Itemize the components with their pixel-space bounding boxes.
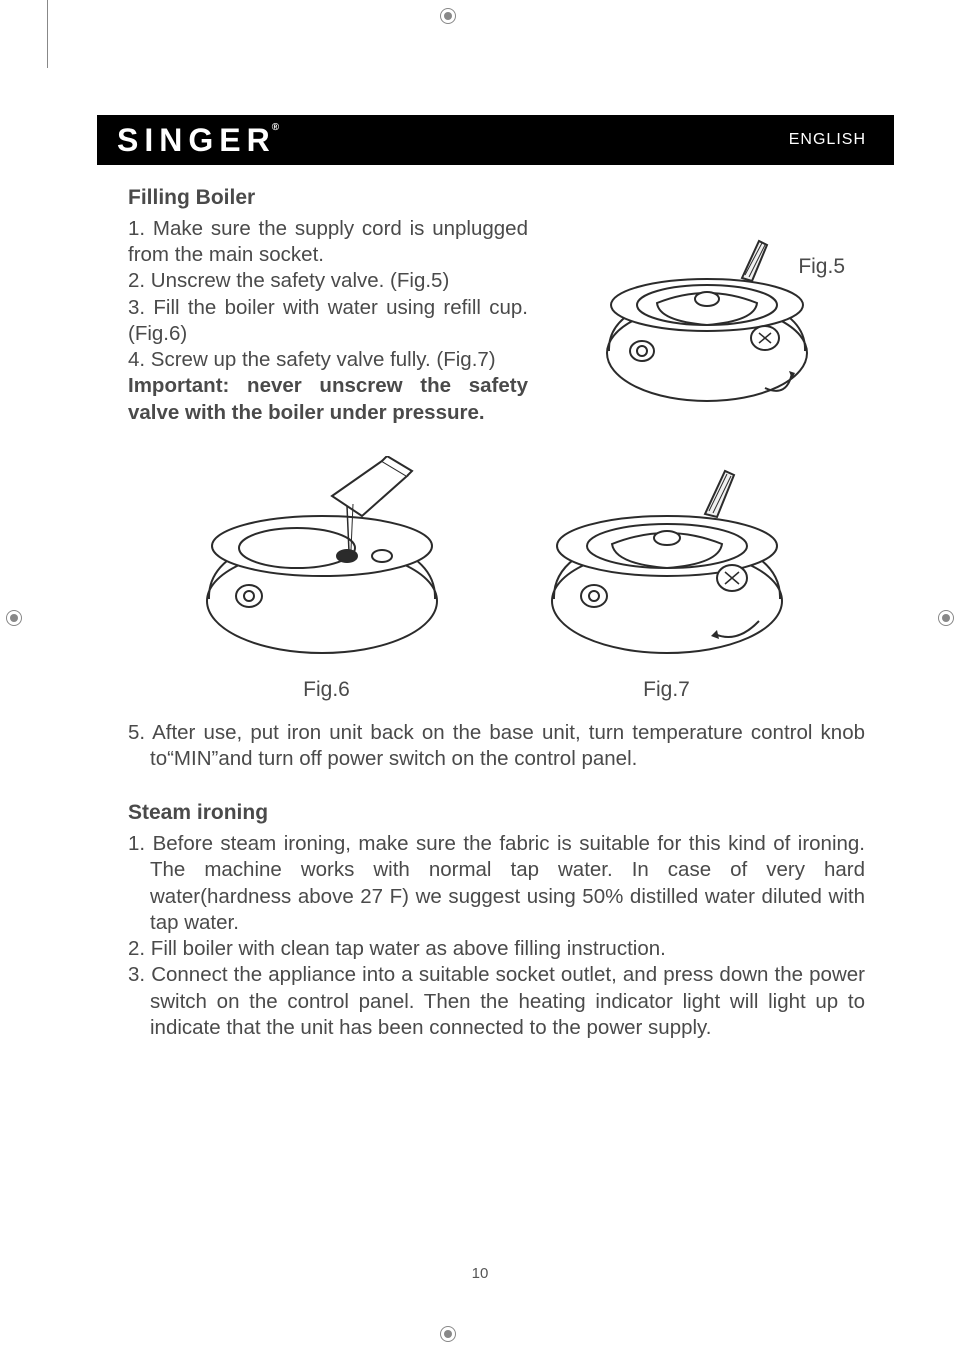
brand-logo: SINGER® — [117, 122, 279, 159]
page-content: Filling Boiler 1. Make sure the supply c… — [128, 185, 865, 1041]
registration-mark-left — [6, 610, 22, 626]
figure-6-label: Fig.6 — [303, 678, 350, 702]
instruction-2: 2. Unscrew the safety valve. (Fig.5) — [128, 268, 528, 294]
middle-figures-row: Fig.6 — [128, 456, 865, 702]
figure-5-label: Fig.5 — [798, 255, 845, 279]
figure-7-illustration — [527, 456, 807, 666]
registered-mark: ® — [272, 122, 279, 133]
page-number: 10 — [0, 1265, 960, 1282]
registration-mark-bottom — [440, 1326, 456, 1342]
instruction-5: 5. After use, put iron unit back on the … — [128, 720, 865, 772]
figure-6-illustration — [187, 456, 467, 666]
steam-ironing-section: Steam ironing 1. Before steam ironing, m… — [128, 800, 865, 1041]
registration-mark-right — [938, 610, 954, 626]
crop-mark — [47, 0, 48, 68]
figure-6-container: Fig.6 — [187, 456, 467, 702]
figure-7-label: Fig.7 — [643, 678, 690, 702]
steam-instruction-1: 1. Before steam ironing, make sure the f… — [128, 831, 865, 936]
after-use-text: 5. After use, put iron unit back on the … — [128, 720, 865, 772]
language-label: ENGLISH — [789, 131, 866, 149]
important-note: Important: never unscrew the safety valv… — [128, 373, 528, 425]
section-title-filling: Filling Boiler — [128, 185, 528, 212]
figure-7-container: Fig.7 — [527, 456, 807, 702]
steam-instruction-3: 3. Connect the appliance into a suitable… — [128, 962, 865, 1041]
header-bar: SINGER® ENGLISH — [97, 115, 894, 165]
registration-mark-top — [440, 8, 456, 24]
instruction-3: 3. Fill the boiler with water using refi… — [128, 295, 528, 347]
section-title-steam: Steam ironing — [128, 800, 865, 827]
brand-text: SINGER — [117, 122, 276, 158]
instruction-4: 4. Screw up the safety valve fully. (Fig… — [128, 347, 528, 373]
figure-5-illustration — [587, 233, 827, 413]
top-block: Filling Boiler 1. Make sure the supply c… — [128, 185, 865, 426]
figure-5-container: Fig.5 — [548, 185, 865, 426]
filling-boiler-instructions: Filling Boiler 1. Make sure the supply c… — [128, 185, 528, 426]
instruction-1: 1. Make sure the supply cord is unplugge… — [128, 216, 528, 268]
steam-instruction-2: 2. Fill boiler with clean tap water as a… — [128, 936, 865, 962]
